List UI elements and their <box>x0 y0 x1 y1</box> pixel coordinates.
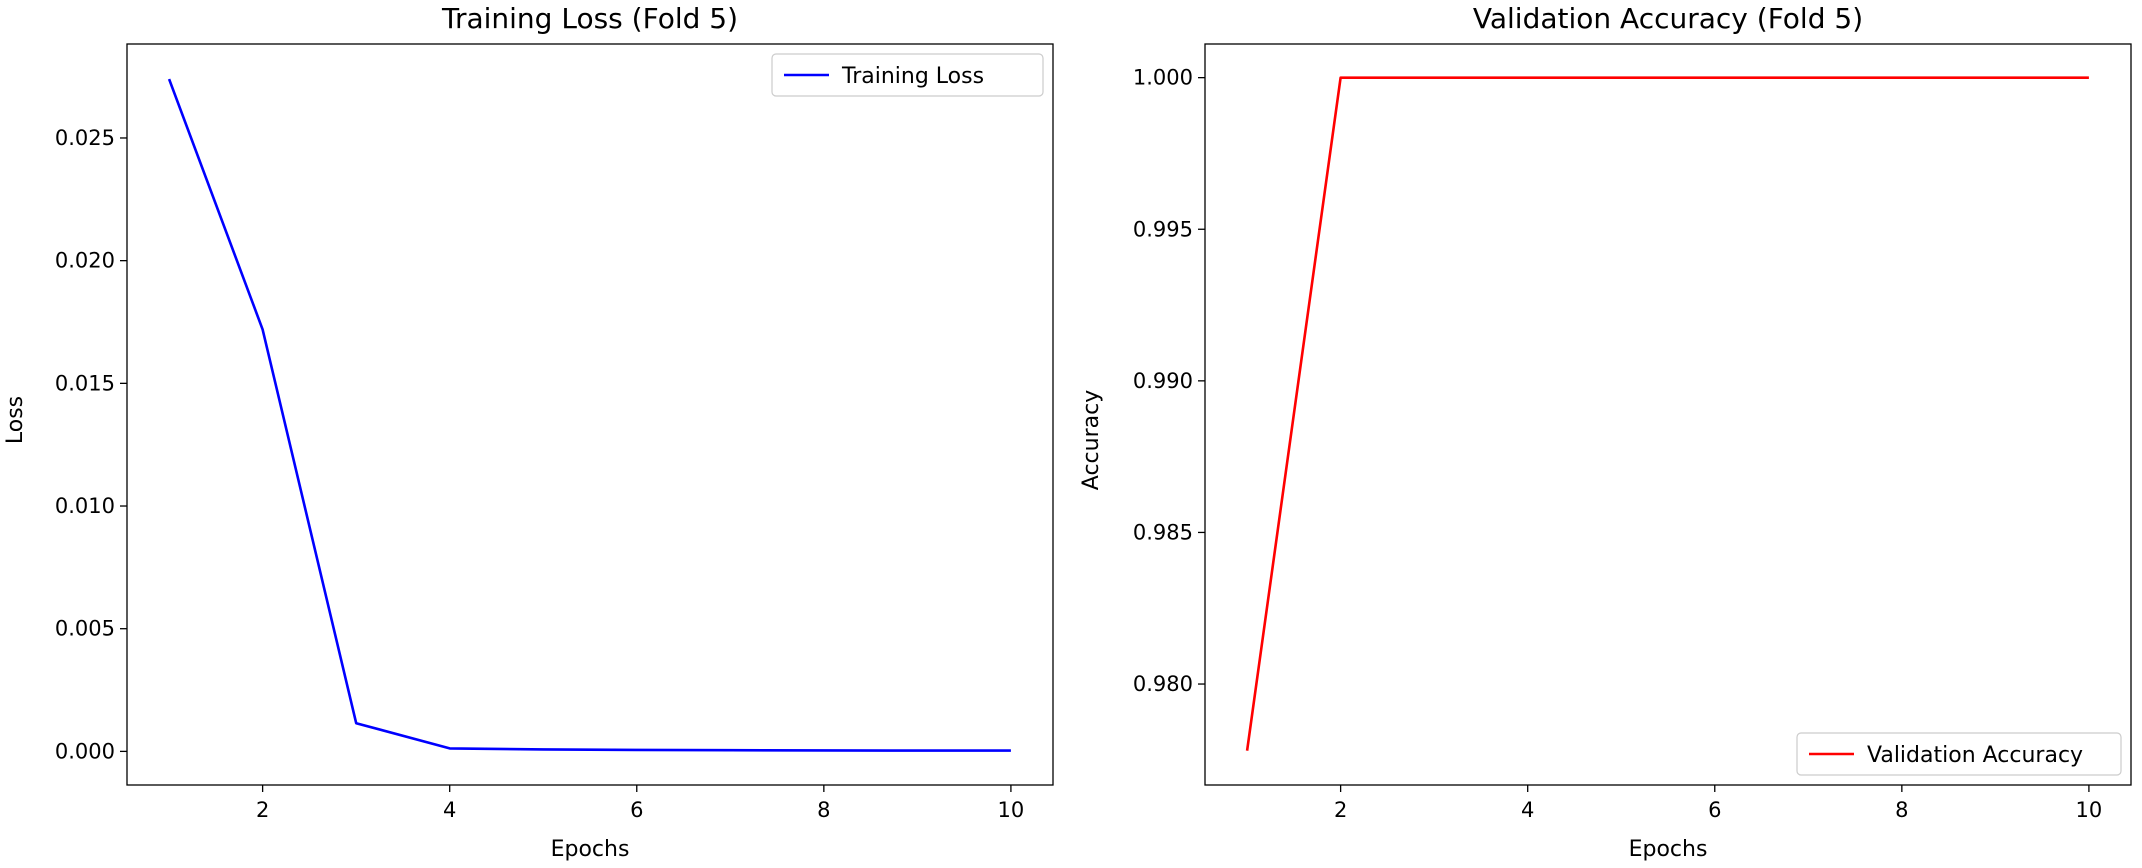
chart-title: Training Loss (Fold 5) <box>441 2 738 35</box>
y-axis-label: Loss <box>3 396 28 444</box>
x-tick-label: 6 <box>630 798 643 822</box>
legend-box <box>771 53 1044 97</box>
x-tick-label: 4 <box>443 798 456 822</box>
y-tick-label: 0.010 <box>55 494 115 518</box>
y-tick-label: 0.025 <box>55 126 115 150</box>
x-tick-label: 6 <box>1708 798 1721 822</box>
y-tick-label: 0.990 <box>1133 369 1193 393</box>
x-tick-label: 8 <box>1895 798 1908 822</box>
series-line <box>167 78 1011 752</box>
plot-area: 2 4 6 8 10 0.980 0.985 0.990 0.995 1.000 Validatio… <box>1133 43 2132 822</box>
y-tick-label: 0.000 <box>55 739 115 763</box>
x-tick-label: 10 <box>2076 798 2103 822</box>
y-tick-label: 0.005 <box>55 617 115 641</box>
y-axis-label: Accuracy <box>1079 390 1104 490</box>
x-tick-label: 4 <box>1521 798 1534 822</box>
x-axis-label: Epochs <box>1629 837 1708 862</box>
legend: Training Loss <box>771 53 1044 97</box>
y-tick-label: 0.020 <box>55 249 115 273</box>
legend-box <box>1796 732 2122 776</box>
x-axis-label: Epochs <box>551 837 630 862</box>
training-loss-chart: Training Loss (Fold 5) 2 4 6 8 10 0.000 0.005 0… <box>3 2 1054 862</box>
y-tick-label: 0.980 <box>1133 672 1193 696</box>
x-tick-label: 8 <box>817 798 830 822</box>
axes-frame <box>126 43 1054 786</box>
plot-area: 2 4 6 8 10 0.000 0.005 0.010 0.015 0.020 0.025 Trai… <box>55 43 1054 822</box>
y-tick-label: 1.000 <box>1133 66 1193 90</box>
x-tick-label: 2 <box>1334 798 1347 822</box>
legend-label: Training Loss <box>841 64 984 89</box>
x-tick-label: 2 <box>256 798 269 822</box>
legend: Validation Accuracy <box>1796 732 2122 776</box>
x-tick-label: 10 <box>998 798 1025 822</box>
y-tick-label: 0.985 <box>1133 520 1193 544</box>
validation-accuracy-chart: Validation Accuracy (Fold 5) 2 4 6 8 10 0.980… <box>1079 2 2132 862</box>
legend-label: Validation Accuracy <box>1867 743 2083 768</box>
y-tick-label: 0.995 <box>1133 217 1193 241</box>
chart-title: Validation Accuracy (Fold 5) <box>1473 2 1863 35</box>
y-tick-label: 0.015 <box>55 371 115 395</box>
series-line <box>1245 76 2089 751</box>
axes-frame <box>1204 43 2132 786</box>
